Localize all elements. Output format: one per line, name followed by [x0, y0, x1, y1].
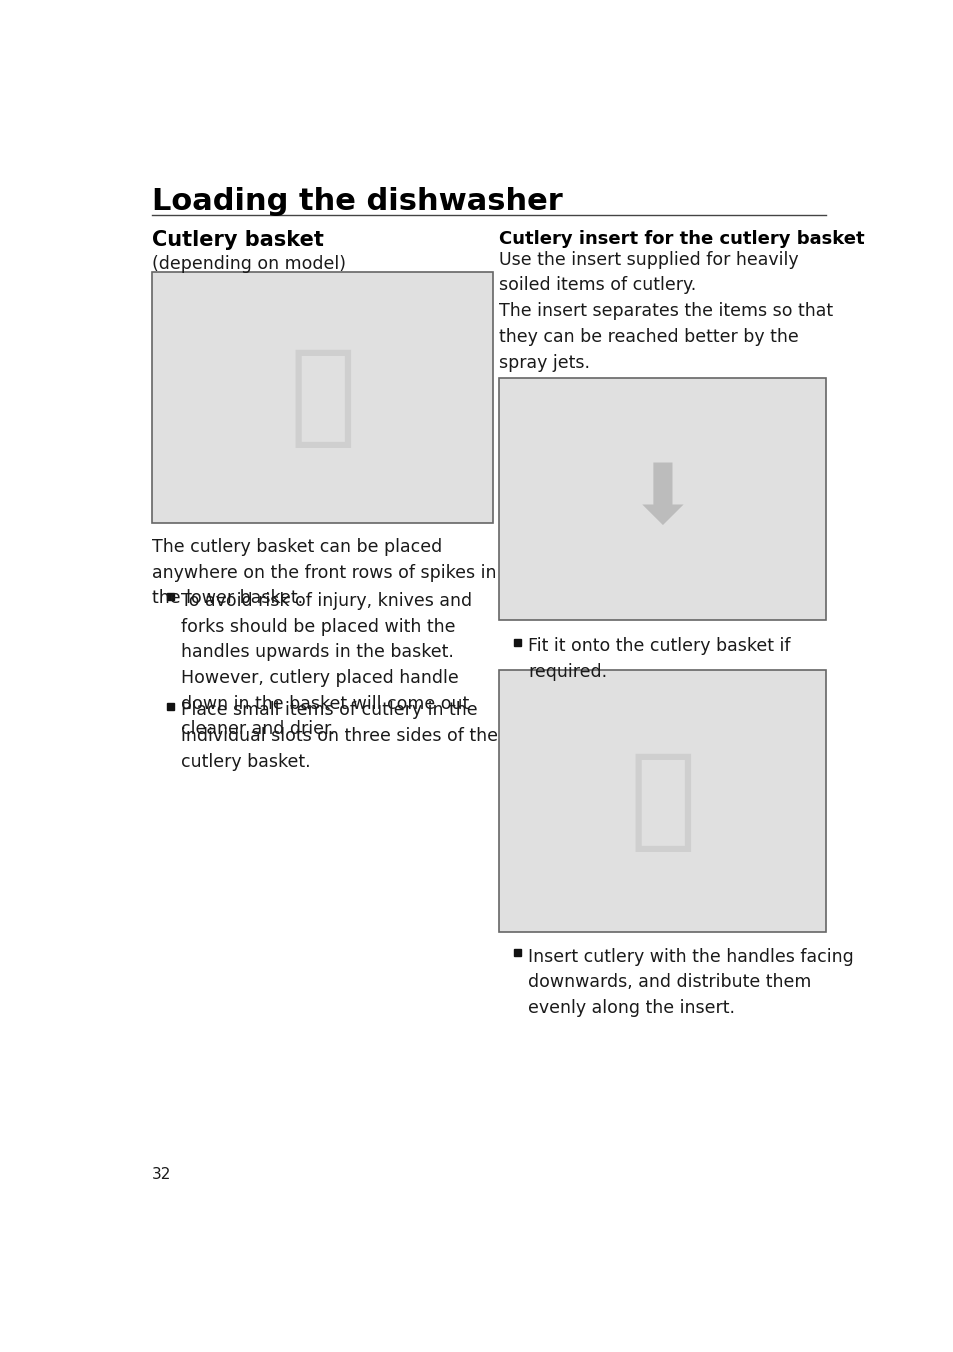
Bar	[514, 639, 521, 646]
Text: Cutlery insert for the cutlery basket: Cutlery insert for the cutlery basket	[498, 230, 863, 247]
Text: Loading the dishwasher: Loading the dishwasher	[152, 187, 562, 216]
Bar	[514, 949, 521, 956]
Text: Use the insert supplied for heavily
soiled items of cutlery.
The insert separate: Use the insert supplied for heavily soil…	[498, 250, 832, 372]
Bar	[167, 703, 174, 710]
Text: Cutlery basket: Cutlery basket	[152, 230, 323, 250]
Bar	[498, 377, 825, 621]
Text: 🍴: 🍴	[289, 343, 355, 452]
Text: ⬇: ⬇	[627, 458, 697, 539]
Text: 32: 32	[152, 1167, 171, 1182]
Bar	[498, 671, 825, 933]
Bar	[167, 594, 174, 600]
Text: (depending on model): (depending on model)	[152, 254, 345, 273]
Text: The cutlery basket can be placed
anywhere on the front rows of spikes in
the low: The cutlery basket can be placed anywher…	[152, 538, 496, 607]
Text: Place small items of cutlery in the
individual slots on three sides of the
cutle: Place small items of cutlery in the indi…	[181, 702, 497, 771]
Text: 🥄: 🥄	[629, 748, 695, 854]
Text: Insert cutlery with the handles facing
downwards, and distribute them
evenly alo: Insert cutlery with the handles facing d…	[528, 948, 853, 1017]
Bar	[152, 272, 493, 523]
Text: Fit it onto the cutlery basket if
required.: Fit it onto the cutlery basket if requir…	[528, 637, 790, 681]
Text: To avoid risk of injury, knives and
forks should be placed with the
handles upwa: To avoid risk of injury, knives and fork…	[181, 592, 472, 738]
